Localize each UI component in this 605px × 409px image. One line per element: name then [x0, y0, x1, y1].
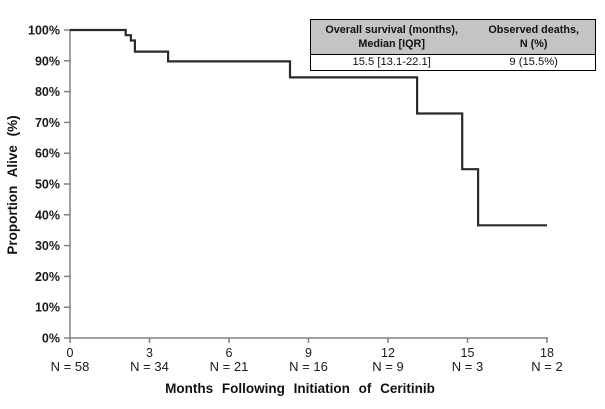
x-axis-ticks: 0 3 6 9 12 15 18 [67, 338, 554, 360]
stats-header-deaths-line1: Observed deaths, [488, 24, 579, 36]
stats-header-deaths-line2: N (%) [519, 38, 548, 51]
n-at-risk-label: N = 3 [452, 359, 483, 374]
survival-step-curve [70, 28, 547, 227]
x-axis-title: Months Following Initiation of Ceritinib [165, 381, 435, 396]
stats-header-os-line1: Overall survival (months), [325, 24, 458, 36]
stats-header-overall-survival: Overall survival (months), Median [IQR] [311, 20, 472, 54]
y-tick-label: 90% [35, 54, 60, 68]
y-tick-label: 30% [35, 239, 60, 253]
n-at-risk-label: N = 2 [531, 359, 562, 374]
x-tick-label: 18 [540, 346, 554, 360]
survival-stats-table: Overall survival (months), Median [IQR] … [310, 19, 596, 72]
y-tick-label: 20% [35, 270, 60, 284]
n-at-risk-label: N = 16 [289, 359, 328, 374]
n-at-risk-label: N = 21 [210, 359, 249, 374]
stats-table-header-row: Overall survival (months), Median [IQR] … [311, 20, 595, 56]
x-tick-label: 15 [461, 346, 475, 360]
x-tick-label: 9 [305, 346, 312, 360]
n-at-risk-label: N = 58 [51, 359, 90, 374]
stats-header-os-line2: Median [IQR] [358, 38, 425, 51]
y-tick-label: 40% [35, 208, 60, 222]
stats-value-median-iqr: 15.5 [13.1-22.1] [352, 56, 431, 69]
y-tick-label: 80% [35, 85, 60, 99]
y-tick-label: 0% [42, 332, 60, 346]
y-axis-ticks: 0% 10% 20% 30% 40% 50% 60% 70% 80% 90% 100% [28, 24, 70, 346]
y-tick-label: 60% [35, 147, 60, 161]
x-tick-label: 12 [381, 346, 395, 360]
stats-value-deaths: 9 (15.5%) [509, 56, 558, 69]
stats-table-value-row: 15.5 [13.1-22.1] 9 (15.5%) [311, 55, 595, 71]
number-at-risk-row: N = 58 N = 34 N = 21 N = 16 N = 9 N = 3 N = 2 [51, 359, 563, 374]
y-tick-label: 10% [35, 301, 60, 315]
x-tick-label: 6 [226, 346, 233, 360]
n-at-risk-label: N = 34 [130, 359, 169, 374]
x-tick-label: 0 [67, 346, 74, 360]
y-tick-label: 50% [35, 178, 60, 192]
y-axis-title: Proportion Alive (%) [5, 115, 20, 254]
y-tick-label: 70% [35, 116, 60, 130]
y-tick-label: 100% [28, 24, 60, 38]
n-at-risk-label: N = 9 [372, 359, 403, 374]
stats-header-observed-deaths: Observed deaths, N (%) [472, 20, 595, 54]
x-tick-label: 3 [146, 346, 153, 360]
